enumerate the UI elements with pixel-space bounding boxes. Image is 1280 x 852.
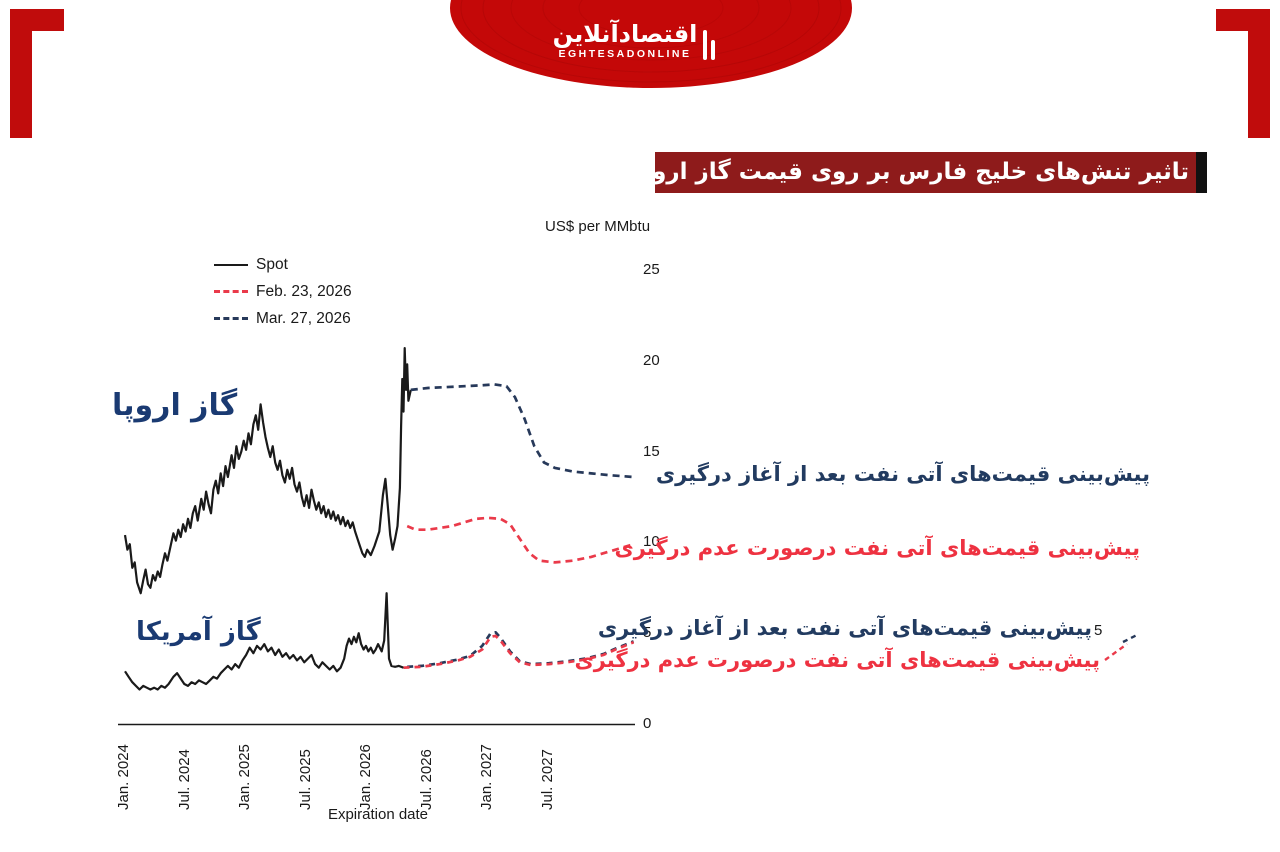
- y-tick-label-25: 25: [643, 261, 660, 278]
- x-axis-title: Expiration date: [327, 806, 429, 823]
- legend-swatch-mar-dashed-line: [214, 317, 248, 320]
- annotation-tail-decoration: [1104, 633, 1138, 661]
- annotation-europe-no-conflict: پیش‌بینی قیمت‌های آتی نفت درصورت عدم درگ…: [614, 536, 1140, 560]
- x-tick-label-jul-2025: Jul. 2025: [296, 749, 314, 810]
- logo-wordmark-fa: اقتصادآنلاین: [552, 20, 698, 48]
- logo-ellipse-graphic: [450, 0, 852, 88]
- corner-bracket-top-left-arm: [10, 9, 32, 138]
- series-line-america-future-mar-27-2026: [407, 630, 635, 669]
- y-tick-label-15: 15: [643, 442, 660, 460]
- y-tick-label-0: 0: [643, 715, 652, 732]
- legend-swatch-feb-dashed-line: [214, 290, 248, 293]
- chart-legend: Spot Feb. 23, 2026 Mar. 27, 2026: [214, 251, 352, 332]
- x-tick-label-jul-2026: Jul. 2026: [417, 749, 435, 810]
- legend-item-spot: Spot: [214, 251, 352, 278]
- annotation-america-no-conflict: پیش‌بینی قیمت‌های آتی نفت درصورت عدم درگ…: [574, 648, 1100, 672]
- x-tick-label-jan-2024: Jan. 2024: [115, 744, 132, 810]
- series-group-label-america-gas: گاز آمریکا: [136, 617, 261, 647]
- title-banner-end-cap: [1196, 152, 1207, 193]
- title-banner: تاثیر تنش‌های خلیج فارس بر روی قیمت گاز …: [537, 152, 1207, 193]
- series-line-europe-spot: [123, 347, 412, 595]
- x-tick-label-jan-2025: Jan. 2025: [236, 744, 254, 810]
- overlay-tick-label-five: 5: [1094, 622, 1103, 639]
- annotation-europe-after-conflict: پیش‌بینی قیمت‌های آتی نفت بعد از آغاز در…: [655, 462, 1150, 486]
- series-line-europe-future-feb-23-2026: [406, 516, 634, 564]
- y-tick-label-5: 5: [643, 624, 652, 642]
- legend-item-feb-23-2026: Feb. 23, 2026: [214, 278, 352, 305]
- corner-bracket-top-right-arm: [1248, 9, 1270, 138]
- x-tick-label-jan-2026: Jan. 2026: [357, 744, 375, 810]
- series-line-europe-future-mar-27-2026: [410, 383, 634, 479]
- y-axis-unit-label: US$ per MMbtu: [545, 218, 651, 235]
- series-group-label-europe-gas: گاز اروپا: [112, 388, 238, 423]
- annotation-america-after-conflict: پیش‌بینی قیمت‌های آتی نفت بعد از آغاز در…: [597, 616, 1092, 640]
- y-tick-label-10: 10: [643, 533, 660, 551]
- y-tick-label-20: 20: [643, 351, 660, 369]
- legend-label: Feb. 23, 2026: [256, 282, 352, 300]
- logo-bars-icon: [711, 40, 715, 60]
- legend-label: Spot: [256, 255, 288, 273]
- x-tick-label-jan-2027: Jan. 2027: [478, 744, 496, 810]
- legend-label: Mar. 27, 2026: [256, 309, 351, 327]
- legend-swatch-spot-line: [214, 263, 248, 266]
- logo-wordmark-en: EGHTESADONLINE: [558, 48, 692, 60]
- x-tick-label-jul-2024: Jul. 2024: [175, 749, 193, 810]
- series-line-america-spot: [124, 592, 404, 691]
- logo-bars-icon: [703, 30, 707, 60]
- x-tick-label-jul-2027: Jul. 2027: [538, 749, 556, 810]
- page-title: تاثیر تنش‌های خلیج فارس بر روی قیمت گاز …: [537, 159, 1189, 185]
- legend-item-mar-27-2026: Mar. 27, 2026: [214, 305, 352, 332]
